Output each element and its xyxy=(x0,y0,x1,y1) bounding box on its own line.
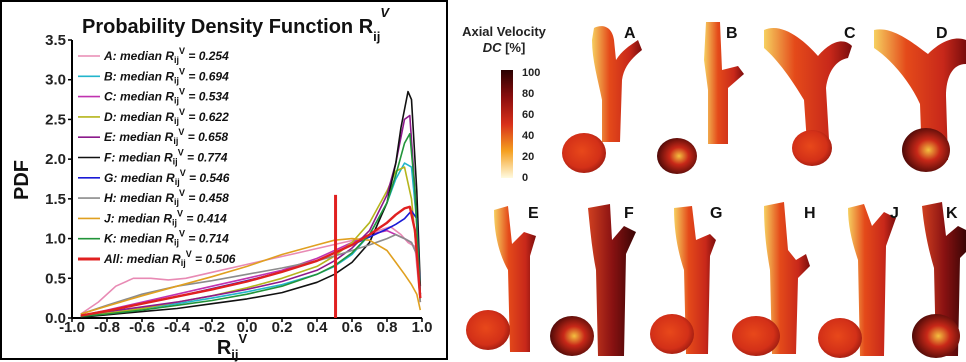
plot-area: 0.0 0.5 1.0 1.5 2.0 2.5 3.0 3.5 -1.0 -0.8 -0.6 -0.4… xyxy=(45,32,432,336)
y-tick-label: 3.5 xyxy=(45,32,66,49)
colorbar-unit: DC [%] xyxy=(483,40,526,55)
vessel-e xyxy=(494,206,536,352)
case-label-c: C xyxy=(844,25,856,42)
y-tick-label: 1.5 xyxy=(45,191,66,208)
case-label-h: H xyxy=(804,205,816,222)
colorbar xyxy=(501,70,513,178)
case-label-j: J xyxy=(890,205,899,222)
x-tick-label: -0.4 xyxy=(164,319,191,336)
case-label-k: K xyxy=(946,205,958,222)
legend-entry-h: H: median RijV = 0.458 xyxy=(104,188,229,207)
colorbar-tick: 100 xyxy=(522,67,540,79)
case-label-b: B xyxy=(726,25,738,42)
vessel-j xyxy=(848,204,896,356)
y-tick-label: 0.0 xyxy=(45,310,66,327)
y-tick-label: 2.5 xyxy=(45,111,66,128)
case-d-render: D xyxy=(874,25,966,172)
legend-entry-j: J: median RijV = 0.414 xyxy=(104,208,227,227)
legend-entry-b: B: median RijV = 0.694 xyxy=(104,66,229,85)
cross-section-a xyxy=(562,133,606,173)
cross-section-d xyxy=(902,128,950,172)
chart-frame xyxy=(0,0,448,360)
x-tick-label: -1.0 xyxy=(59,319,85,336)
case-j-render: J xyxy=(818,204,899,358)
vessel-c xyxy=(764,28,852,158)
cross-section-j xyxy=(818,318,862,358)
x-tick-label: 0.6 xyxy=(342,319,363,336)
pdf-chart: Probability Density Function RijV 0.0 0.5… xyxy=(0,0,448,362)
case-label-a: A xyxy=(624,25,636,42)
legend-entry-f: F: median RijV = 0.774 xyxy=(104,148,228,167)
velocity-render-panel: Axial Velocity DC [%] 100 80 60 40 20 0 … xyxy=(452,0,966,362)
series-line-a xyxy=(80,225,422,315)
y-tick-label: 0.5 xyxy=(45,270,66,287)
y-tick-label: 2.0 xyxy=(45,151,66,168)
x-tick-label: -0.2 xyxy=(199,319,225,336)
legend-entry-d: D: median RijV = 0.622 xyxy=(104,107,229,126)
colorbar-title: Axial Velocity xyxy=(462,24,547,39)
cross-section-b xyxy=(657,138,697,174)
legend-entry-e: E: median RijV = 0.658 xyxy=(104,127,228,146)
colorbar-ticks: 100 80 60 40 20 0 xyxy=(522,67,540,184)
x-tick-label: 0.0 xyxy=(237,319,258,336)
case-label-f: F xyxy=(624,205,634,222)
y-tick-label: 1.0 xyxy=(45,231,66,248)
x-axis-label: RijV xyxy=(217,331,248,362)
vessel-f xyxy=(588,204,636,356)
case-label-d: D xyxy=(936,25,948,42)
case-f-render: F xyxy=(550,204,636,356)
series-line-f xyxy=(80,90,422,318)
x-tick-label: 0.2 xyxy=(272,319,293,336)
cross-section-k xyxy=(912,314,960,358)
chart-title: Probability Density Function RijV xyxy=(82,5,390,44)
case-label-e: E xyxy=(528,205,539,222)
case-b-render: B xyxy=(657,22,744,174)
case-k-render: K xyxy=(912,202,966,358)
case-h-render: H xyxy=(732,202,816,356)
legend-entry-all: All: median RijV = 0.506 xyxy=(103,249,236,268)
colorbar-tick: 60 xyxy=(522,109,534,121)
cross-section-e xyxy=(466,310,510,350)
cross-section-g xyxy=(650,314,694,354)
legend-entry-g: G: median RijV = 0.546 xyxy=(104,168,230,187)
legend-entry-c: C: median RijV = 0.534 xyxy=(104,87,229,106)
velocity-renderings: Axial Velocity DC [%] 100 80 60 40 20 0 … xyxy=(462,22,966,358)
case-g-render: G xyxy=(650,205,722,354)
y-tick-label: 3.0 xyxy=(45,72,66,89)
x-tick-label: 1.0 xyxy=(412,319,433,336)
y-axis-label: PDF xyxy=(11,160,33,200)
colorbar-tick: 80 xyxy=(522,88,534,100)
vessel-k xyxy=(922,202,966,356)
case-a-render: A xyxy=(562,25,642,173)
x-tick-label: -0.6 xyxy=(129,319,155,336)
legend-entry-a: A: median RijV = 0.254 xyxy=(103,46,229,65)
pdf-chart-panel: Probability Density Function RijV 0.0 0.5… xyxy=(0,0,450,362)
vessel-b xyxy=(704,22,744,144)
vessel-d xyxy=(874,29,966,161)
cross-section-f xyxy=(550,316,594,356)
colorbar-tick: 40 xyxy=(522,130,534,142)
case-e-render: E xyxy=(466,205,539,352)
vessel-g xyxy=(674,206,716,354)
x-tick-label: -0.8 xyxy=(94,319,120,336)
colorbar-tick: 0 xyxy=(522,172,528,184)
legend-entry-k: K: median RijV = 0.714 xyxy=(104,229,229,248)
case-label-g: G xyxy=(710,205,722,222)
x-tick-label: 0.4 xyxy=(307,319,329,336)
cross-section-c xyxy=(792,130,832,166)
case-c-render: C xyxy=(764,25,856,166)
vessel-a xyxy=(592,26,642,142)
cross-section-h xyxy=(732,316,780,356)
vessel-h xyxy=(764,202,810,354)
x-tick-label: 0.8 xyxy=(377,319,398,336)
colorbar-tick: 20 xyxy=(522,151,534,163)
